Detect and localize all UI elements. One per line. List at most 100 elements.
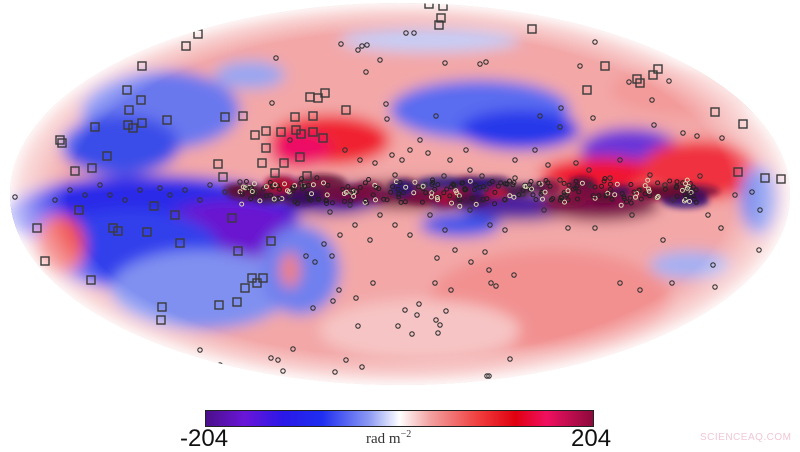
source-square-marker	[181, 41, 191, 51]
source-circle-marker	[463, 187, 469, 193]
source-circle-marker	[579, 180, 585, 186]
source-circle-marker	[237, 179, 243, 185]
source-square-marker	[220, 112, 230, 122]
source-circle-marker	[240, 184, 246, 190]
source-circle-marker	[357, 157, 363, 163]
source-circle-marker	[332, 369, 338, 375]
source-square-marker	[295, 152, 305, 162]
source-circle-marker	[547, 183, 553, 189]
source-circle-marker	[712, 284, 718, 290]
source-circle-marker	[312, 259, 318, 265]
source-circle-marker	[628, 182, 634, 187]
source-circle-marker	[617, 157, 623, 163]
source-circle-marker	[433, 317, 439, 323]
source-square-marker	[434, 20, 444, 30]
source-circle-marker	[732, 192, 738, 198]
source-circle-marker	[693, 199, 699, 205]
source-circle-marker	[411, 30, 417, 36]
source-circle-marker	[402, 199, 408, 205]
source-circle-marker	[434, 195, 440, 200]
source-circle-marker	[484, 373, 490, 379]
source-circle-marker	[448, 287, 454, 293]
source-circle-marker	[486, 267, 492, 273]
source-circle-marker	[463, 147, 469, 153]
source-circle-marker	[299, 176, 304, 182]
source-circle-marker	[350, 187, 356, 193]
source-circle-marker	[395, 323, 401, 329]
source-square-marker	[635, 78, 645, 88]
source-circle-marker	[372, 160, 378, 166]
source-circle-marker	[679, 187, 685, 193]
source-square-marker	[258, 273, 268, 283]
source-circle-marker	[345, 184, 351, 190]
source-circle-marker	[683, 195, 689, 200]
source-circle-marker	[122, 197, 128, 203]
source-circle-marker	[680, 180, 686, 186]
source-circle-marker	[355, 323, 361, 329]
unit-text: rad m	[366, 431, 401, 447]
source-square-marker	[128, 123, 138, 133]
source-circle-marker	[473, 182, 479, 188]
source-circle-marker	[646, 186, 652, 192]
source-circle-marker	[384, 197, 390, 203]
source-circle-marker	[587, 182, 593, 188]
source-circle-marker	[561, 180, 567, 186]
source-circle-marker	[492, 189, 498, 195]
source-square-marker	[600, 61, 610, 71]
source-square-marker	[252, 278, 262, 288]
source-circle-marker	[447, 193, 453, 199]
source-circle-marker	[338, 41, 344, 47]
source-circle-marker	[263, 193, 269, 199]
source-circle-marker	[414, 312, 420, 318]
source-square-marker	[261, 143, 271, 153]
source-circle-marker	[660, 237, 666, 243]
source-circle-marker	[655, 194, 661, 199]
source-circle-marker	[197, 197, 203, 203]
source-circle-marker	[279, 196, 285, 202]
source-circle-marker	[673, 185, 679, 190]
source-circle-marker	[52, 197, 58, 203]
source-circle-marker	[487, 222, 493, 228]
source-square-marker	[527, 24, 537, 34]
source-square-marker	[710, 107, 720, 117]
source-circle-marker	[548, 197, 554, 203]
source-circle-marker	[484, 196, 490, 202]
source-circle-marker	[545, 162, 551, 168]
source-circle-marker	[357, 185, 363, 190]
source-circle-marker	[321, 180, 326, 186]
source-circle-marker	[693, 187, 699, 193]
source-circle-marker	[608, 187, 613, 192]
source-circle-marker	[507, 356, 513, 362]
source-circle-marker	[592, 39, 598, 45]
source-circle-marker	[316, 196, 322, 202]
map-content	[10, 3, 790, 385]
source-circle-marker	[310, 305, 316, 311]
source-circle-marker	[290, 188, 296, 194]
source-circle-marker	[543, 178, 549, 183]
source-circle-marker	[654, 195, 660, 201]
source-circle-marker	[636, 187, 642, 193]
source-circle-marker	[427, 212, 433, 218]
source-circle-marker	[12, 194, 18, 200]
source-square-marker	[142, 227, 152, 237]
source-circle-marker	[340, 186, 346, 192]
source-circle-marker	[651, 122, 657, 128]
source-circle-marker	[756, 247, 762, 253]
source-circle-marker	[392, 172, 398, 178]
source-circle-marker	[298, 180, 304, 186]
source-circle-marker	[492, 201, 498, 207]
source-square-marker	[175, 238, 185, 248]
source-square-marker	[162, 115, 172, 125]
source-square-marker	[279, 158, 289, 168]
source-circle-marker	[687, 192, 693, 198]
source-square-marker	[261, 126, 271, 136]
source-circle-marker	[565, 197, 571, 203]
source-circle-marker	[468, 259, 474, 265]
source-circle-marker	[355, 47, 361, 53]
source-circle-marker	[137, 187, 143, 193]
source-circle-marker	[532, 147, 538, 153]
source-circle-marker	[592, 225, 598, 231]
source-square-marker	[108, 223, 118, 233]
source-circle-marker	[287, 192, 293, 198]
source-square-marker	[90, 122, 100, 132]
